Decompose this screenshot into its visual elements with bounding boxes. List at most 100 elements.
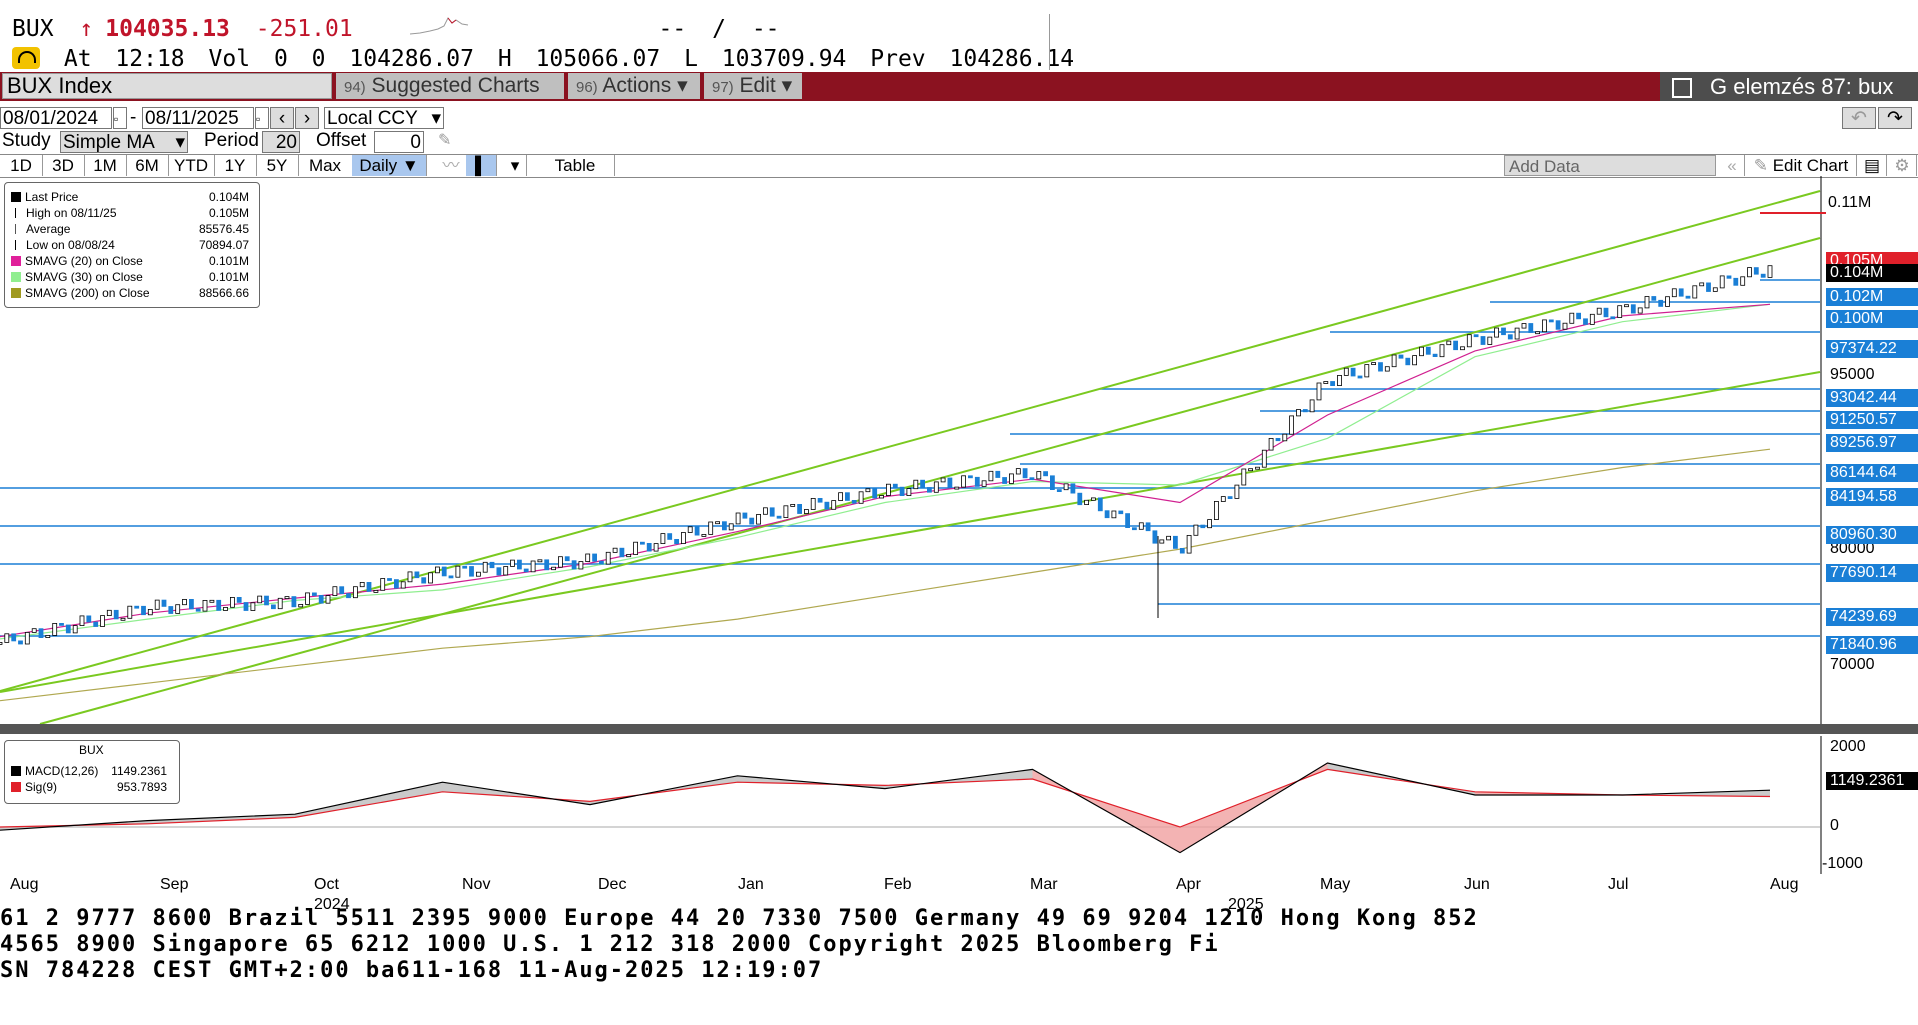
actions-num: 96): [576, 79, 598, 96]
chart-type-dropdown[interactable]: ▾: [504, 155, 527, 176]
price-bar: [1466, 334, 1472, 348]
range-5y[interactable]: 5Y: [256, 155, 299, 176]
range-max[interactable]: Max: [298, 155, 353, 176]
price-bar: [1569, 312, 1575, 324]
legend-label: SMAVG (30) on Close: [25, 270, 143, 284]
price-bar: [1145, 522, 1151, 532]
price-bar: [1330, 381, 1335, 386]
gauge-icon[interactable]: [12, 47, 40, 69]
macd-chart[interactable]: [0, 736, 1918, 874]
pencil-icon[interactable]: ✎: [438, 132, 452, 149]
price-bar: [674, 538, 679, 545]
export-icon: [1672, 78, 1692, 98]
legend-item: SMAVG (200) on Close 88566.66: [11, 285, 253, 301]
calendar-icon[interactable]: ▫: [113, 107, 127, 129]
price-bar: [954, 486, 960, 490]
gear-icon[interactable]: ⚙: [1888, 155, 1917, 176]
price-bar: [31, 628, 37, 633]
period-input[interactable]: 20: [262, 131, 300, 153]
price-bar: [1630, 304, 1636, 314]
pane-splitter[interactable]: [0, 724, 1918, 734]
start-date-field[interactable]: 08/01/2024: [0, 107, 112, 129]
chart-settings-icon[interactable]: ▤: [1858, 155, 1887, 176]
price-bar: [947, 477, 953, 489]
range-6m[interactable]: 6M: [126, 155, 169, 176]
low-label: L: [684, 46, 698, 72]
price-bar: [1419, 346, 1424, 357]
range-1d[interactable]: 1D: [0, 155, 43, 176]
security-field[interactable]: BUX Index: [2, 73, 332, 99]
edit-chart-button[interactable]: ✎ Edit Chart: [1746, 155, 1857, 176]
edit-menu[interactable]: 97) Edit ▾: [704, 73, 802, 99]
undo-button[interactable]: ↶: [1842, 107, 1876, 129]
price-tick: 80000: [1830, 540, 1875, 557]
price-bar: [1446, 340, 1452, 346]
legend-swatch: [11, 272, 21, 282]
price-bar: [1152, 530, 1158, 544]
next-period-button[interactable]: ›: [295, 107, 319, 129]
price-bar: [633, 541, 638, 555]
macd-label: MACD(12,26): [25, 764, 99, 778]
price-bar: [1132, 527, 1137, 531]
price-bar: [79, 615, 85, 626]
price-bar: [1685, 295, 1691, 299]
price-bar: [1118, 510, 1124, 515]
price-bar: [318, 594, 324, 604]
price-bar: [1576, 312, 1581, 320]
price-bar: [592, 553, 597, 562]
currency-select[interactable]: Local CCY ▾: [324, 107, 444, 129]
range-1y[interactable]: 1Y: [214, 155, 257, 176]
price-bar: [257, 595, 263, 604]
price-bar: [804, 509, 809, 514]
prev-period-button[interactable]: ‹: [270, 107, 294, 129]
redo-button[interactable]: ↷: [1878, 107, 1912, 129]
collapse-icon[interactable]: «: [1720, 155, 1745, 176]
price-bar: [24, 631, 30, 645]
price-bar: [195, 608, 201, 612]
range-1m[interactable]: 1M: [84, 155, 127, 176]
quote-time: 12:18: [115, 46, 185, 72]
price-bar: [93, 621, 99, 627]
table-button[interactable]: Table: [536, 155, 615, 176]
chevron-down-icon: ▾: [677, 74, 688, 97]
frequency-select[interactable]: Daily ▼: [352, 155, 427, 176]
price-bar: [1248, 468, 1253, 472]
price-bar: [858, 491, 864, 504]
offset-input[interactable]: 0: [374, 131, 424, 153]
x-axis-month: Aug: [10, 876, 39, 893]
price-bar: [920, 479, 925, 488]
g-analysis-link[interactable]: G elemzés 87: bux: [1660, 72, 1918, 101]
price-tick: 70000: [1830, 656, 1875, 673]
volume-2: 0: [311, 46, 326, 72]
study-select[interactable]: Simple MA ▾: [60, 131, 188, 153]
price-bar: [763, 507, 768, 515]
range-3d[interactable]: 3D: [42, 155, 85, 176]
legend-marker-icon: [15, 208, 22, 218]
price-bar: [1091, 497, 1096, 501]
price-bar: [1357, 375, 1363, 379]
price-bar: [988, 470, 994, 482]
price-bar: [250, 602, 256, 611]
price-bar: [1009, 473, 1014, 484]
edit-num: 97): [712, 79, 734, 96]
end-date-field[interactable]: 08/11/2025: [142, 107, 254, 129]
price-legend[interactable]: Last Price 0.104M High on 08/11/25 0.105M Av…: [4, 182, 260, 308]
price-bar: [291, 596, 297, 608]
price-bar: [175, 604, 181, 614]
add-data-field[interactable]: Add Data: [1504, 155, 1716, 176]
calendar-icon[interactable]: ▫: [255, 107, 269, 129]
price-bar: [462, 565, 468, 569]
price-bar: [1371, 362, 1376, 366]
range-ytd[interactable]: YTD: [168, 155, 215, 176]
macd-legend[interactable]: BUX MACD(12,26) 1149.2361 Sig(9) 953.7893: [4, 740, 180, 804]
price-bar: [681, 532, 686, 545]
price-bar: [1712, 287, 1718, 292]
vol-label: Vol: [208, 46, 251, 72]
suggested-charts-menu[interactable]: 94) Suggested Charts ▾: [336, 73, 564, 125]
actions-menu[interactable]: 96) Actions ▾: [568, 73, 700, 99]
line-chart-icon[interactable]: 〰: [436, 155, 467, 176]
price-bar: [913, 479, 919, 490]
price-chart[interactable]: [0, 176, 1918, 728]
price-bar: [578, 561, 584, 570]
bar-chart-icon[interactable]: ▌: [466, 155, 497, 176]
